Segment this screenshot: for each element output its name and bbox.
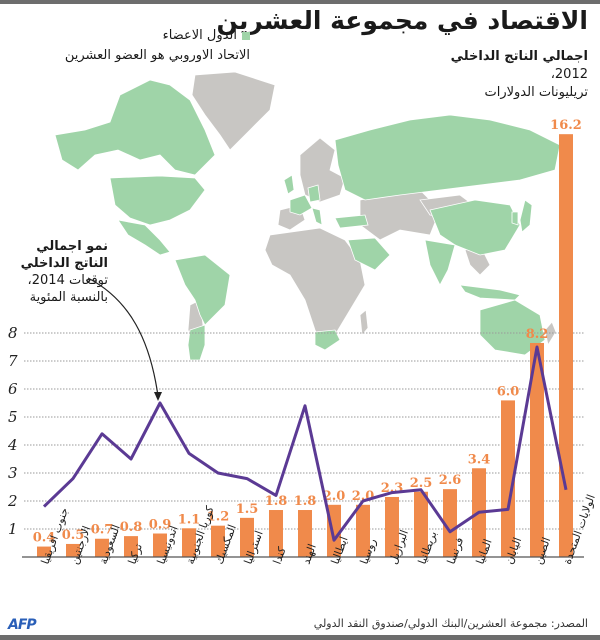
gdp-value-label: 8.2 — [526, 327, 549, 342]
growth-line — [42, 345, 568, 542]
annotation-arrowhead — [154, 392, 162, 401]
world-map — [54, 71, 561, 360]
gdp-bar — [385, 496, 399, 557]
gdp-label-line3: تريليونات الدولارات — [484, 85, 588, 100]
growth-label-line3: بالنسبة المئوية — [29, 290, 108, 305]
member-color-swatch — [242, 32, 250, 40]
gdp-bar — [37, 546, 51, 557]
growth-series-label: نمو اجمالي الناتج الداخلي توقعات 2014، ب… — [8, 238, 108, 306]
gdp-label-line2: 2012، — [550, 67, 588, 82]
y-tick-label: 4 — [7, 436, 18, 454]
gdp-value-label: 0.7 — [91, 523, 114, 538]
gdp-bar-labels: 0.4 0.5 0.7 0.8 0.9 1.1 1.21.51.8 1.8 2.0 2.02.3 2… — [33, 118, 582, 545]
gdp-value-label: 0.9 — [149, 518, 172, 533]
gdp-bar — [240, 517, 254, 557]
map-legend: الدول الاعضاء الاتحاد الاوروبي هو العضو … — [10, 26, 250, 66]
gdp-value-label: 1.8 — [294, 494, 317, 509]
gdp-value-label: 3.4 — [468, 452, 491, 467]
gdp-value-label: 16.2 — [550, 118, 582, 133]
country-label: كندا — [271, 545, 289, 567]
gdp-bar — [66, 543, 80, 557]
gdp-value-label: 6.0 — [497, 384, 520, 399]
gdp-bar — [182, 528, 196, 557]
y-tick-label: 5 — [8, 408, 18, 426]
member-countries — [54, 79, 561, 360]
y-tick-label: 2 — [7, 492, 18, 510]
growth-label-line1: نمو اجمالي الناتج الداخلي — [20, 239, 108, 271]
gdp-bar — [559, 134, 573, 557]
gdp-bar — [153, 533, 167, 557]
gdp-value-label: 0.4 — [33, 531, 56, 546]
gdp-value-label: 1.5 — [236, 502, 259, 517]
gdp-value-label: 2.6 — [439, 473, 462, 488]
legend-eu-note: الاتحاد الاوروبي هو العضو العشرين — [64, 48, 250, 63]
gdp-label-line1: اجمالي الناتج الداخلي — [450, 49, 588, 64]
gdp-bar — [298, 510, 312, 557]
y-tick-label: 6 — [8, 380, 18, 398]
gdp-bar — [124, 536, 138, 557]
top-border — [0, 0, 600, 4]
legend-member-label: الدول الاعضاء — [162, 28, 237, 43]
gdp-value-label: 0.5 — [62, 528, 85, 543]
gdp-bar — [530, 342, 544, 557]
gdp-value-label: 1.1 — [178, 512, 201, 527]
y-tick-label: 8 — [8, 324, 18, 342]
gdp-bar — [95, 538, 109, 557]
gdp-value-label: 1.2 — [207, 510, 230, 525]
y-tick-label: 7 — [8, 352, 18, 370]
bottom-border — [0, 635, 600, 640]
legend-member-row: الدول الاعضاء — [10, 26, 250, 46]
gdp-value-label: 2.5 — [410, 476, 433, 491]
gdp-bar — [414, 491, 428, 557]
source-note: المصدر: مجموعة العشرين/البنك الدولي/صندو… — [313, 617, 588, 630]
gdp-value-label: 2.0 — [323, 489, 346, 504]
gdp-bar — [443, 489, 457, 557]
gdp-bar — [501, 400, 515, 557]
growth-label-line2: توقعات 2014، — [27, 273, 108, 288]
gdp-bar — [211, 525, 225, 557]
gdp-bar — [356, 504, 370, 557]
y-axis-ticks: 1 2 3 4 5 6 7 8 — [7, 324, 18, 538]
page-title: الاقتصاد في مجموعة العشرين — [216, 6, 589, 35]
gdp-value-label: 0.8 — [120, 520, 143, 535]
y-tick-label: 3 — [8, 464, 18, 482]
gdp-series-label: اجمالي الناتج الداخلي 2012، تريليونات ال… — [451, 48, 588, 102]
gdp-bars — [37, 134, 573, 557]
gdp-value-label: 1.8 — [265, 494, 288, 509]
y-tick-label: 1 — [8, 520, 18, 538]
afp-logo: AFP — [8, 617, 37, 633]
gdp-bar — [269, 510, 283, 557]
annotation-arrow — [87, 277, 159, 397]
